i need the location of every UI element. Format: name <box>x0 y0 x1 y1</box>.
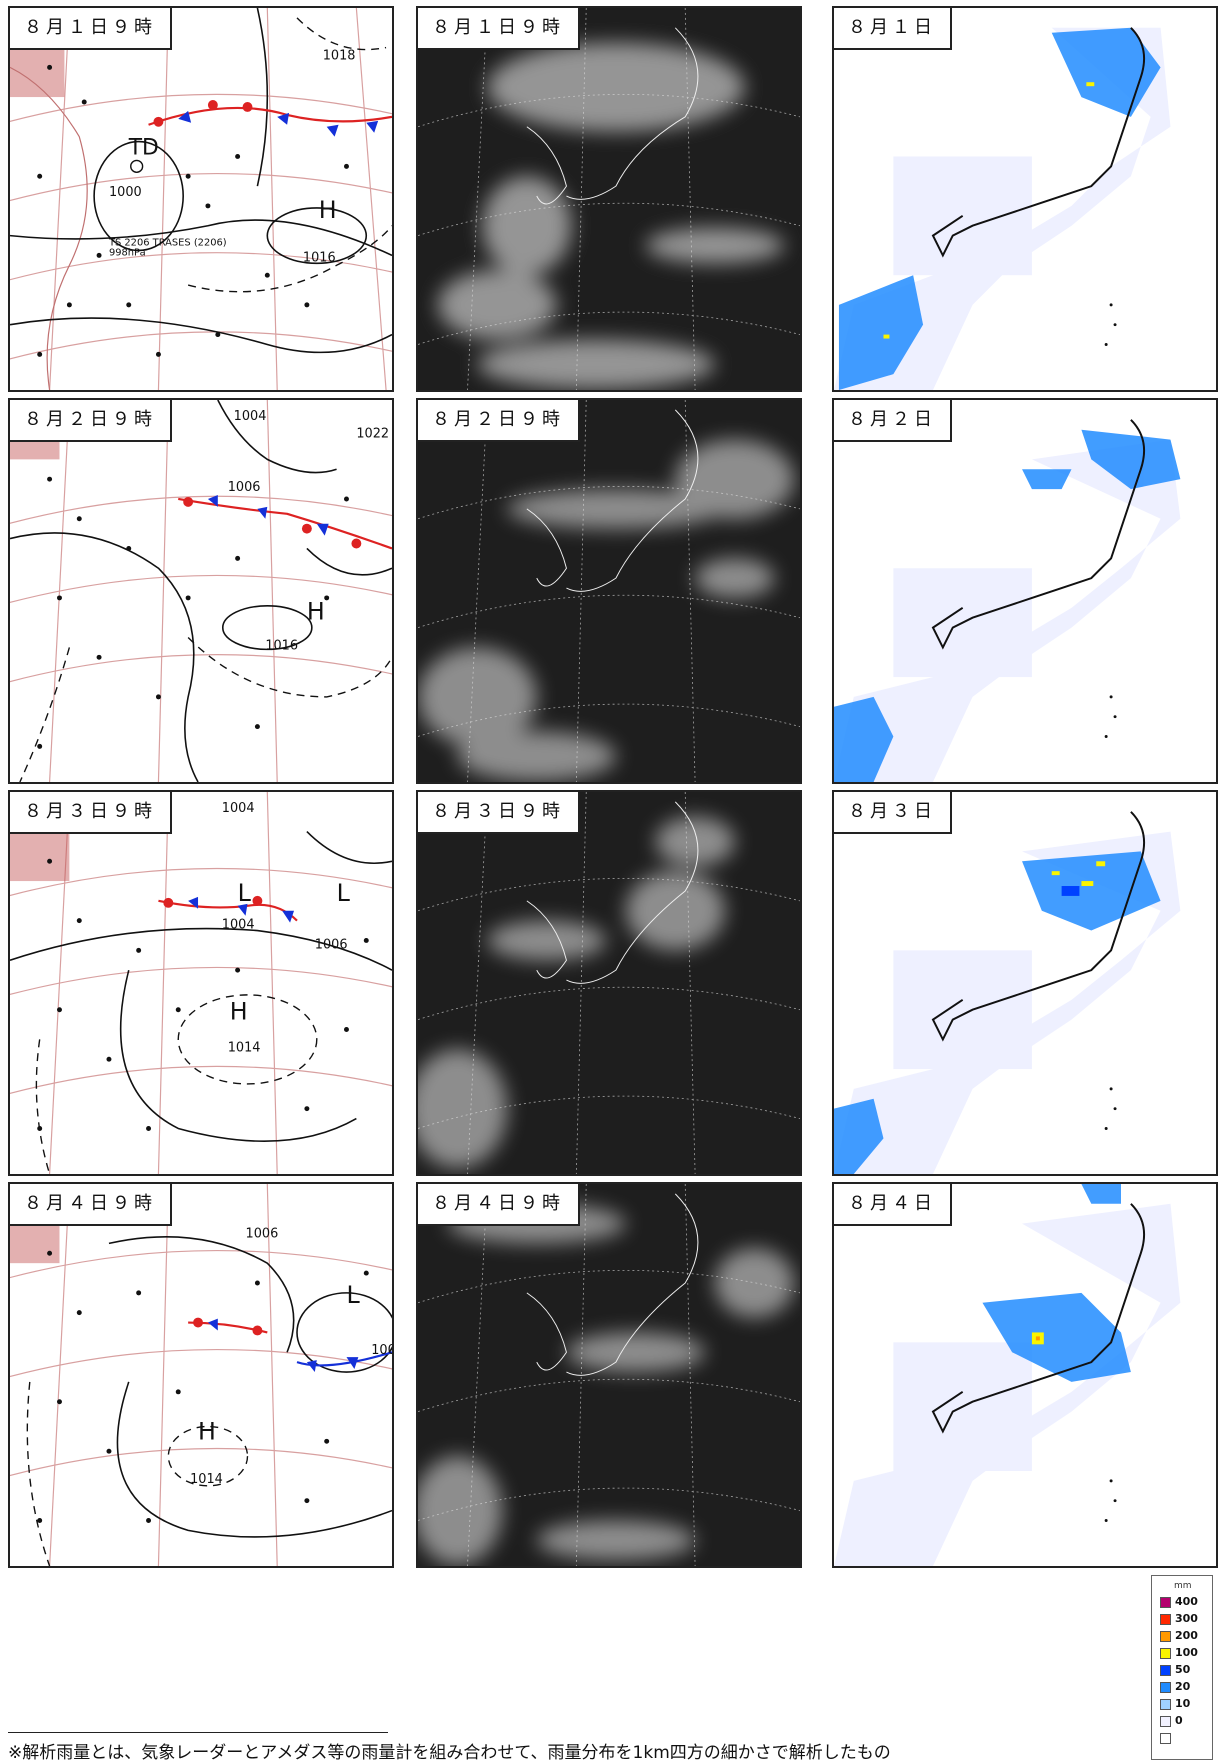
legend-swatch <box>1160 1665 1171 1676</box>
storm-pressure: 998hPa <box>109 247 146 258</box>
weather-map-panel-2: 1004 1022 1006 1016 H ８月２日９時 <box>8 398 394 784</box>
footnote-text: ※解析雨量とは、気象レーダーとアメダス等の雨量計を組み合わせて、雨量分布を1km… <box>8 1743 891 1763</box>
svg-text:TD: TD <box>128 135 159 160</box>
rainfall-map-panel-3: ８月３日 <box>832 790 1218 1176</box>
weather-map-panel-3: 1004 1004 1006 1014 L L H ８月３日９時 <box>8 790 394 1176</box>
weather-map-panel-4: 1006 1014 100 H L ８月４日９時 <box>8 1182 394 1568</box>
legend-item: 400 <box>1160 1595 1214 1609</box>
rainfall-map-panel-4: ８月４日 <box>832 1182 1218 1568</box>
legend-value: 50 <box>1175 1663 1191 1676</box>
legend-item: 50 <box>1160 1663 1214 1677</box>
satellite-image-panel-4: ８月４日９時 <box>416 1182 802 1568</box>
svg-text:H: H <box>307 598 325 626</box>
svg-text:L: L <box>346 1281 360 1309</box>
weather-map-date-label: ８月２日９時 <box>10 400 172 442</box>
rainfall-map-2 <box>834 400 1216 782</box>
weather-map-4: 1006 1014 100 H L <box>10 1184 392 1566</box>
satellite-date-label: ８月１日９時 <box>418 8 580 50</box>
weather-map-3: 1004 1004 1006 1014 L L H <box>10 792 392 1174</box>
isobar-label: 1022 <box>356 427 389 442</box>
legend-value: 200 <box>1175 1629 1198 1642</box>
satellite-date-label: ８月２日９時 <box>418 400 580 442</box>
legend-value: 20 <box>1175 1680 1191 1693</box>
weather-map-date-label: ８月４日９時 <box>10 1184 172 1226</box>
isobar-label: 1016 <box>265 638 298 653</box>
legend-swatch <box>1160 1614 1171 1625</box>
rainfall-map-3 <box>834 792 1216 1174</box>
satellite-date-label: ８月３日９時 <box>418 792 580 834</box>
legend-swatch <box>1160 1631 1171 1642</box>
legend-swatch <box>1160 1716 1171 1727</box>
footnote-divider <box>8 1732 388 1733</box>
legend-swatch <box>1160 1682 1171 1693</box>
legend-item: 100 <box>1160 1646 1214 1660</box>
weather-map-date-label: ８月３日９時 <box>10 792 172 834</box>
svg-text:H: H <box>319 196 337 224</box>
weather-map-2: 1004 1022 1006 1016 H <box>10 400 392 782</box>
isobar-label: 1004 <box>222 801 255 816</box>
rainfall-date-label: ８月３日 <box>834 792 952 834</box>
isobar-label: 1000 <box>109 185 142 200</box>
rainfall-legend: mm 400 300 200 100 50 20 10 0 <box>1151 1575 1213 1760</box>
legend-value: 400 <box>1175 1595 1198 1608</box>
legend-value: 0 <box>1175 1714 1183 1727</box>
legend-value: 100 <box>1175 1646 1198 1659</box>
weather-map-date-label: ８月１日９時 <box>10 8 172 50</box>
rainfall-date-label: ８月２日 <box>834 400 952 442</box>
satellite-image-4 <box>418 1184 800 1566</box>
svg-text:H: H <box>198 1417 216 1445</box>
legend-item: 0 <box>1160 1714 1214 1728</box>
isobar-label: 1006 <box>228 480 261 495</box>
rainfall-date-label: ８月１日 <box>834 8 952 50</box>
legend-item: 200 <box>1160 1629 1214 1643</box>
svg-text:L: L <box>238 879 252 907</box>
satellite-image-1 <box>418 8 800 390</box>
isobar-label: 1004 <box>234 409 267 424</box>
satellite-image-panel-2: ８月２日９時 <box>416 398 802 784</box>
legend-item: 20 <box>1160 1680 1214 1694</box>
rainfall-date-label: ８月４日 <box>834 1184 952 1226</box>
isobar-label: 1004 <box>222 918 255 933</box>
legend-item <box>1160 1732 1214 1745</box>
isobar-label: 1006 <box>315 937 348 952</box>
legend-unit: mm <box>1174 1581 1192 1591</box>
rainfall-map-panel-2: ８月２日 <box>832 398 1218 784</box>
satellite-image-2 <box>418 400 800 782</box>
isobar-label: 1016 <box>303 250 336 265</box>
isobar-label: 1014 <box>190 1472 223 1487</box>
legend-swatch <box>1160 1699 1171 1710</box>
satellite-date-label: ８月４日９時 <box>418 1184 580 1226</box>
legend-item: 300 <box>1160 1612 1214 1626</box>
isobar-label: 1006 <box>246 1226 279 1241</box>
weather-map-panel-1: TD 1000 1018 1016 TS 2206 TRASES (2206) … <box>8 6 394 392</box>
isobar-label: 100 <box>371 1343 392 1358</box>
weather-map-1: TD 1000 1018 1016 TS 2206 TRASES (2206) … <box>10 8 392 390</box>
rainfall-map-1 <box>834 8 1216 390</box>
legend-value: 300 <box>1175 1612 1198 1625</box>
legend-value: 10 <box>1175 1697 1191 1710</box>
legend-swatch <box>1160 1648 1171 1659</box>
legend-swatch <box>1160 1597 1171 1608</box>
isobar-label: 1018 <box>323 48 356 63</box>
svg-text:H: H <box>230 998 248 1026</box>
storm-label: TS 2206 TRASES (2206) <box>108 238 227 249</box>
satellite-image-panel-3: ８月３日９時 <box>416 790 802 1176</box>
legend-item: 10 <box>1160 1697 1214 1711</box>
satellite-image-panel-1: ８月１日９時 <box>416 6 802 392</box>
svg-text:L: L <box>337 879 351 907</box>
legend-swatch <box>1160 1733 1171 1744</box>
isobar-label: 1014 <box>228 1040 261 1055</box>
rainfall-map-panel-1: ８月１日 <box>832 6 1218 392</box>
satellite-image-3 <box>418 792 800 1174</box>
rainfall-map-4 <box>834 1184 1216 1566</box>
